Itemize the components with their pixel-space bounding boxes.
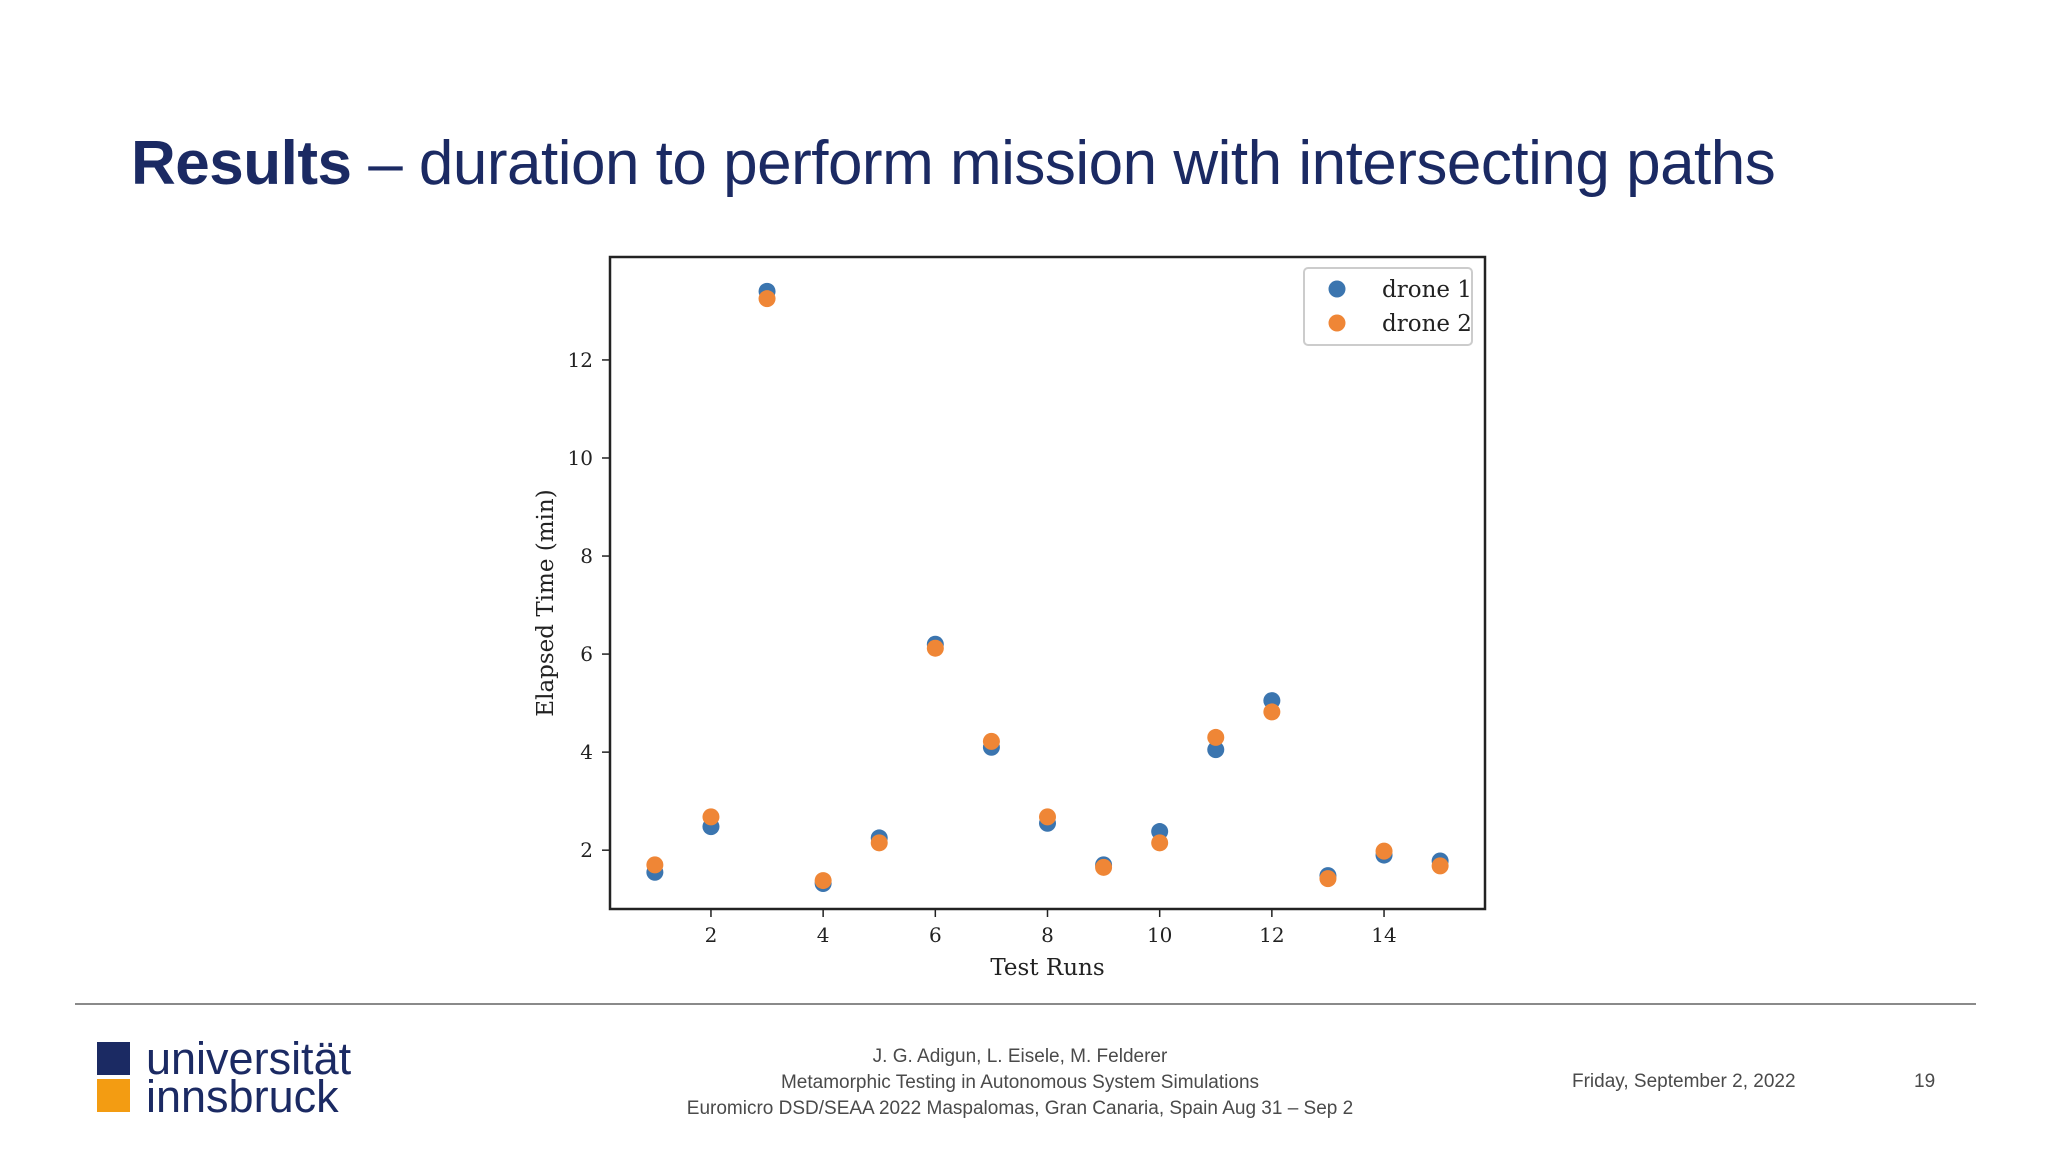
- x-tick-label: 2: [705, 923, 718, 947]
- x-axis-label: Test Runs: [990, 955, 1104, 981]
- point-drone-2-run-8: [1039, 808, 1056, 826]
- plot-frame: [608, 255, 1487, 911]
- point-drone-2-run-4: [814, 872, 832, 890]
- point-drone-2-run-7: [982, 732, 1000, 750]
- y-axis-label: Elapsed Time (min): [533, 489, 559, 716]
- point-drone-2-run-2: [702, 808, 720, 826]
- y-tick-label: 10: [568, 446, 593, 470]
- footer-venue: Euromicro DSD/SEAA 2022 Maspalomas, Gran…: [686, 1098, 1354, 1119]
- point-drone-2-run-6: [926, 639, 944, 657]
- slide-title: Results – duration to perform mission wi…: [131, 128, 1776, 199]
- point-drone-2-run-3: [758, 290, 776, 308]
- point-drone-2-run-1: [646, 856, 664, 874]
- point-drone-2-run-5: [870, 834, 888, 852]
- point-drone-2-run-10: [1151, 834, 1169, 852]
- slide-title-bold: Results: [131, 129, 352, 198]
- university-logo: universität innsbruck: [97, 1033, 397, 1122]
- x-tick-label: 8: [1041, 923, 1054, 947]
- footer-date: Friday, September 2, 2022: [1572, 1071, 1796, 1092]
- y-tick-label: 6: [580, 642, 593, 666]
- point-drone-2-run-9: [1095, 858, 1113, 876]
- legend-label-drone-1: drone 1: [1382, 277, 1472, 303]
- footer-citation: J. G. Adigun, L. Eisele, M. Felderer Met…: [660, 1044, 1380, 1122]
- point-drone-2-run-12: [1263, 703, 1281, 721]
- point-drone-1-run-11: [1207, 741, 1225, 759]
- point-drone-2-run-13: [1319, 870, 1337, 888]
- x-tick-label: 14: [1371, 923, 1396, 947]
- footer-divider: [75, 1003, 1976, 1005]
- x-tick-label: 6: [929, 923, 942, 947]
- legend-box: [1303, 267, 1473, 346]
- logo-text-line1: universität: [146, 1033, 352, 1084]
- footer-talk-title: Metamorphic Testing in Autonomous System…: [780, 1072, 1260, 1093]
- point-drone-2-run-11: [1207, 728, 1225, 746]
- footer-authors: J. G. Adigun, L. Eisele, M. Felderer: [872, 1046, 1168, 1067]
- legend-marker-drone-1: [1328, 280, 1346, 298]
- logo-orange-square: [97, 1079, 130, 1112]
- x-tick-label: 10: [1147, 923, 1172, 947]
- y-tick-label: 2: [580, 838, 593, 862]
- x-tick-label: 12: [1259, 923, 1284, 947]
- y-tick-label: 12: [568, 348, 593, 372]
- legend-marker-drone-2: [1328, 314, 1346, 332]
- legend-label-drone-2: drone 2: [1382, 311, 1472, 337]
- logo-blue-square: [97, 1042, 130, 1075]
- y-tick-label: 4: [580, 740, 593, 764]
- page-number: 19: [1914, 1071, 1936, 1092]
- y-tick-label: 8: [580, 544, 593, 568]
- x-tick-label: 4: [817, 923, 830, 947]
- point-drone-2-run-14: [1375, 842, 1393, 860]
- point-drone-2-run-15: [1431, 857, 1449, 875]
- slide-title-rest: – duration to perform mission with inter…: [351, 129, 1776, 198]
- logo-text-line2: innsbruck: [146, 1071, 339, 1122]
